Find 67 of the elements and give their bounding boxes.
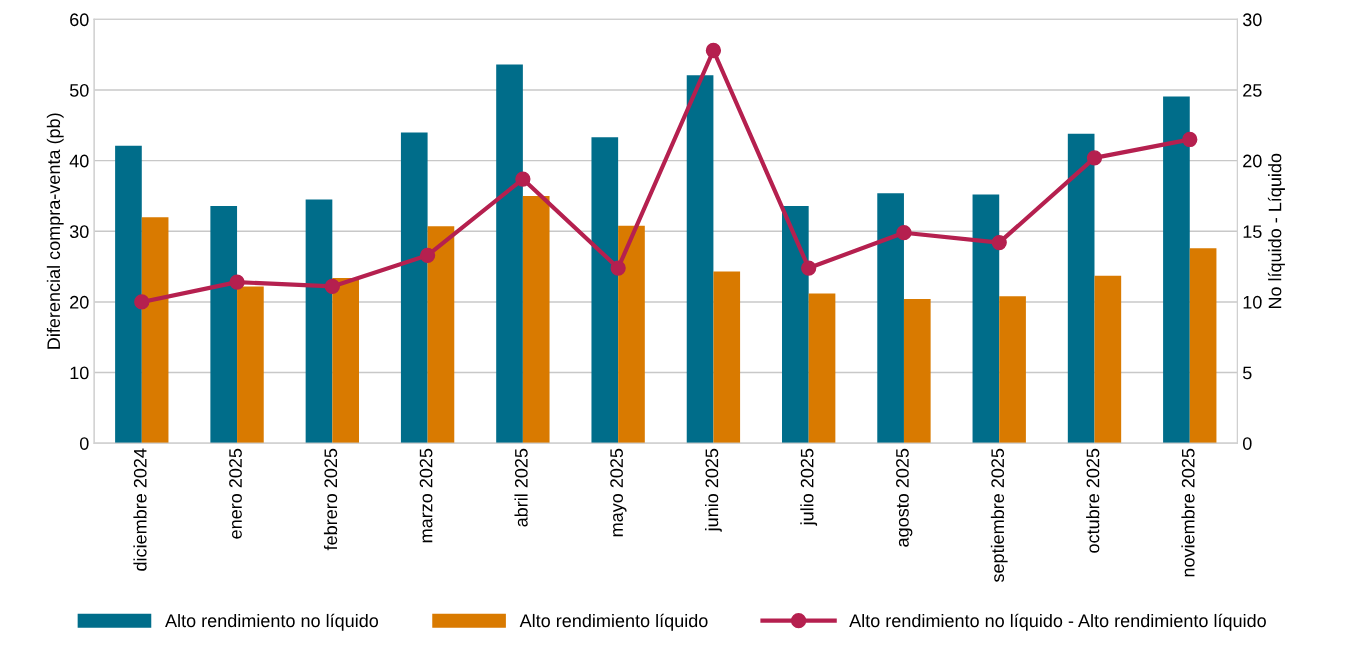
legend-label: Alto rendimiento no líquido [165,613,379,631]
point [801,260,817,276]
x-tick-label: abril 2025 [514,448,528,527]
bar [237,286,264,444]
bar [1189,248,1217,444]
bar [522,195,550,444]
legend-label: Alto rendimiento líquido [519,613,708,631]
point [229,274,245,290]
bar [972,194,1000,444]
bar [332,277,359,444]
bar [1163,96,1190,444]
y-tick-label: 40 [69,154,89,168]
bar [618,225,645,444]
y-tick-label: 60 [70,13,89,27]
bar [1067,133,1095,444]
point [991,234,1007,251]
bar [999,296,1026,444]
y2-tick-label: 15 [1243,225,1262,239]
y2-tick-label: 5 [1242,366,1252,380]
y-axis-title: Diferencial compra-venta (pb) [46,113,64,349]
y-tick-label: 30 [69,225,89,239]
bar [808,293,836,444]
y-tick-label: 10 [70,366,89,380]
bar [305,199,333,444]
x-tick-label: agosto 2025 [896,448,913,547]
bar [115,145,142,444]
bar [782,205,809,444]
y2-tick-label: 30 [1242,13,1262,27]
point [134,294,150,310]
x-tick-label: noviembre 2025 [1181,448,1195,577]
bar [903,299,931,444]
bar [400,132,428,444]
bar [496,64,523,444]
x-tick-label: julio 2025 [800,448,818,526]
x-tick-label: septiembre 2025 [990,448,1008,583]
x-tick-label: marzo 2025 [419,448,433,543]
point [324,278,340,295]
point [610,260,626,276]
x-tick-label: mayo 2025 [610,448,627,537]
bar [591,137,619,444]
point [1086,150,1103,166]
y2-tick-label: 25 [1243,83,1262,97]
x-tick-label: diciembre 2024 [133,448,147,571]
point [419,247,436,263]
y-tick-label: 20 [70,295,89,309]
point [705,42,722,59]
y2-tick-label: 0 [1242,437,1252,450]
bar [686,75,714,444]
bar [877,193,904,444]
y2-axis-title: No líquido - Líquido [1267,153,1285,309]
point [1182,131,1198,148]
bar [141,217,169,444]
bar [713,271,741,444]
point [515,171,531,187]
bar [427,226,455,444]
x-tick-label: enero 2025 [229,448,242,539]
bar [1094,275,1122,444]
y-tick-label: 50 [69,83,89,97]
x-tick-label: octubre 2025 [1086,448,1100,553]
bar [210,205,238,444]
x-tick-label: junio 2025 [704,448,722,532]
y2-tick-label: 10 [1243,295,1262,309]
legend-label: Alto rendimiento no líquido - Alto rendimiento líquido [849,613,1266,631]
y-tick-label: 0 [79,437,89,450]
point [896,225,912,241]
x-tick-label: febrero 2025 [323,448,338,551]
y2-tick-label: 20 [1243,154,1262,168]
